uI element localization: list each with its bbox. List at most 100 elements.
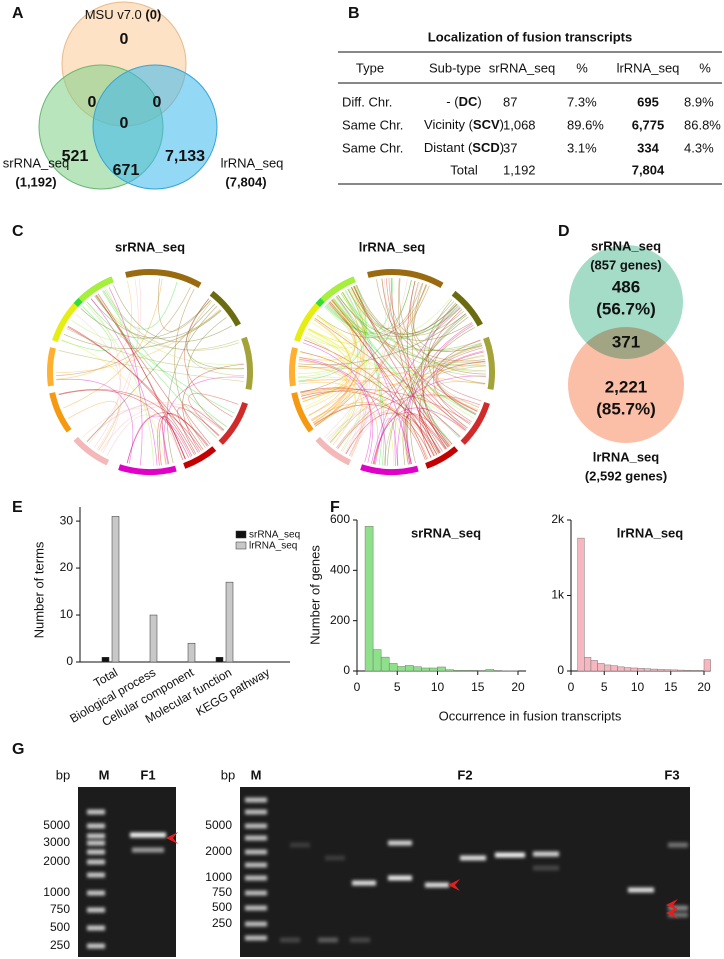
circos-link (102, 290, 227, 427)
circos-link (398, 278, 447, 449)
circos-link (313, 404, 432, 458)
circos-link (406, 314, 467, 465)
histogram-bar (703, 659, 711, 672)
histogram-bar (405, 665, 414, 672)
ladder-label: 5000 (43, 818, 70, 832)
circos-link (329, 298, 451, 337)
circos-link (413, 284, 455, 334)
chromosome-arc (315, 436, 352, 466)
y-tick-label: 2k (551, 512, 565, 526)
circos-link (326, 277, 394, 333)
gel-header: M (99, 767, 110, 782)
gel-band (668, 905, 688, 911)
circos-link (312, 284, 428, 424)
circos-link (373, 412, 453, 465)
circos-link (298, 359, 350, 424)
circos-link (332, 298, 460, 439)
table-cell: Total (450, 162, 478, 177)
circos-link (341, 292, 482, 351)
circos-link (372, 375, 486, 465)
x-tick-label: 10 (631, 680, 645, 694)
histogram-bar (485, 669, 495, 672)
circos-link (298, 300, 356, 369)
gel-band (87, 890, 105, 896)
circos-link (300, 322, 350, 359)
venn-count: 521 (62, 148, 89, 165)
circos-link (157, 278, 211, 332)
circos-link (56, 280, 132, 380)
subtype-abbr: SCD (472, 140, 499, 155)
circos-link (422, 309, 463, 449)
table-cell: 7,804 (632, 162, 665, 177)
histogram-bar (421, 667, 430, 672)
circos-link (433, 324, 477, 415)
ladder-label: 1000 (43, 885, 70, 899)
ladder-label: 2000 (205, 844, 232, 858)
circos-link (61, 339, 167, 465)
circos-link (328, 291, 365, 335)
chromosome-arc (125, 269, 202, 289)
arrow (666, 907, 678, 919)
histogram-bar (437, 666, 446, 672)
venn-circle (568, 327, 684, 443)
circos-link (425, 304, 461, 340)
gel-header: bp (221, 767, 235, 782)
venn-label: lrRNA_seq (593, 449, 660, 464)
circos-link (356, 284, 473, 341)
circos-link (349, 396, 480, 456)
gel-band (87, 833, 105, 839)
circos-link (298, 360, 486, 385)
circos-link (103, 281, 178, 330)
histogram-bar (657, 669, 665, 672)
gel-band (460, 855, 486, 861)
histogram-bar (493, 670, 503, 672)
circos-link (299, 328, 349, 362)
circos-link (188, 393, 239, 437)
venn-label: (2,592 genes) (585, 468, 667, 483)
circos-link (86, 301, 121, 448)
circos-link (308, 328, 465, 432)
histogram-bar (461, 669, 470, 672)
table-header: % (699, 60, 711, 75)
y-axis-label: Number of genes (307, 545, 322, 645)
circos-link (174, 288, 206, 449)
circos-link (394, 418, 411, 466)
circos-link (306, 331, 409, 465)
gel-band (245, 823, 267, 829)
circos-link (410, 280, 486, 375)
circos-link (100, 405, 224, 453)
gel-band (87, 823, 105, 829)
gel-band (87, 849, 105, 855)
venn-title-count: (0) (145, 7, 161, 22)
venn-label: (7,804) (225, 174, 266, 189)
gel-band (290, 842, 310, 848)
circos-link (342, 407, 461, 453)
table-cell: 6,775 (632, 117, 665, 132)
gel-band (245, 905, 267, 911)
chromosome-arc (49, 392, 72, 433)
circos-link (86, 303, 216, 443)
circos-link (375, 418, 398, 466)
circos-link (313, 405, 378, 465)
histogram-bar (623, 667, 632, 672)
circos-link (94, 295, 218, 439)
circos-link (436, 354, 485, 408)
circos-link (308, 292, 361, 345)
gel-band (325, 855, 345, 861)
arrow (666, 899, 678, 911)
circos-link (63, 310, 222, 349)
gel-band (87, 907, 105, 913)
gel-band (668, 842, 688, 848)
x-tick-label: 20 (511, 680, 525, 694)
circos-link (308, 285, 367, 344)
circos-link (326, 393, 481, 440)
ladder-label: 250 (50, 938, 70, 952)
venn-count: 0 (120, 31, 129, 48)
y-tick-label: 400 (330, 563, 350, 577)
gel-band (245, 849, 267, 855)
chromosome-arc (320, 276, 356, 303)
histogram-bar (445, 669, 454, 672)
subtype-abbr: SCV (473, 117, 500, 132)
bar (111, 516, 120, 663)
gel-band (245, 890, 267, 896)
